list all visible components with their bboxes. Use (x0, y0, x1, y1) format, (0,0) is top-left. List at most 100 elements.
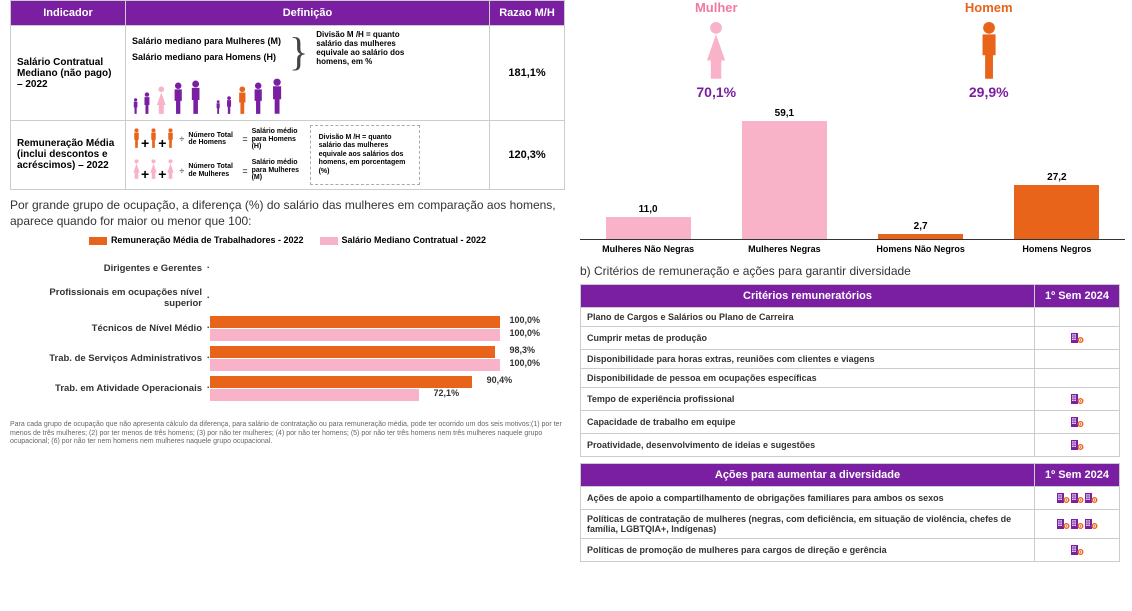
building-icon (1070, 491, 1084, 503)
crit-icons-cell (1035, 434, 1120, 457)
vbar-value: 59,1 (775, 108, 794, 119)
div-icons-cell (1035, 539, 1120, 562)
vbar-value: 27,2 (1047, 172, 1066, 183)
building-icon (1070, 331, 1084, 343)
building-icon (1070, 517, 1084, 529)
vbar-chart: 11,0 59,1 2,7 27,2 (580, 110, 1125, 240)
brace-icon: } (289, 30, 308, 74)
hbar-row: Trab. de Serviços Administrativos 98,3% … (10, 343, 565, 373)
ratio-value: 120,3% (490, 121, 565, 190)
section-b-heading: b) Critérios de remuneração e ações para… (580, 264, 1125, 278)
table-row: Cumprir metas de produção (581, 327, 1120, 350)
crit-icons-cell (1035, 308, 1120, 327)
diversity-table: Ações para aumentar a diversidade 1º Sem… (580, 463, 1120, 562)
building-icon (1056, 517, 1070, 529)
mulher-pct: 70,1% (580, 84, 853, 100)
th-sem: 1º Sem 2024 (1035, 464, 1120, 487)
women-calc-row: + + ÷ Número Total de Mulheres = Salário… (132, 159, 302, 182)
men-total-label: Número Total de Homens (188, 132, 238, 147)
homem-title: Homem (853, 0, 1126, 15)
crit-icons-cell (1035, 369, 1120, 388)
ratio-box-text: Divisão M /H = quanto salário das mulher… (310, 125, 420, 185)
men-avg-label: Salário médio para Homens (H) (252, 128, 302, 151)
vbar: 59,1 (729, 108, 839, 239)
criteria-table: Critérios remuneratórios 1º Sem 2024 Pla… (580, 284, 1120, 457)
vbar-category: Homens Não Negros (866, 244, 976, 254)
table-row: Disponibilidade de pessoa em ocupações e… (581, 369, 1120, 388)
chart-legend: Remuneração Média de Trabalhadores - 202… (10, 235, 565, 245)
th-sem: 1º Sem 2024 (1035, 285, 1120, 308)
vbar: 11,0 (593, 204, 703, 239)
legend-a-label: Remuneração Média de Trabalhadores - 202… (111, 235, 304, 245)
hbar-row: Técnicos de Nível Médio 100,0% 100,0% (10, 313, 565, 343)
table-row: Plano de Cargos e Salários ou Plano de C… (581, 308, 1120, 327)
hbar-label: Trab. em Atividade Operacionais (10, 383, 210, 394)
crit-icons-cell (1035, 388, 1120, 411)
vbar: 27,2 (1002, 172, 1112, 239)
women-avg-label: Salário médio para Mulheres (M) (252, 159, 302, 182)
crit-icons-cell (1035, 411, 1120, 434)
hbar-row: Profissionais em ocupações nível superio… (10, 283, 565, 313)
th-razao: Razao M/H (490, 1, 565, 26)
table-row: Políticas de contratação de mulheres (ne… (581, 510, 1120, 539)
table-row: Proatividade, desenvolvimento de ideias … (581, 434, 1120, 457)
hbar-label: Profissionais em ocupações nível superio… (10, 287, 210, 309)
building-icon (1070, 438, 1084, 450)
table-row: Tempo de experiência profissional (581, 388, 1120, 411)
vbar-value: 11,0 (639, 204, 658, 215)
building-icon (1070, 392, 1084, 404)
th-definicao: Definição (126, 1, 490, 26)
def-eq-text: Divisão M /H = quanto salário das mulher… (316, 30, 426, 66)
table-row: Políticas de promoção de mulheres para c… (581, 539, 1120, 562)
building-icon (1084, 491, 1098, 503)
woman-icon (580, 21, 853, 82)
hbar-label: Trab. de Serviços Administrativos (10, 353, 210, 364)
div-text: Ações de apoio a compartilhamento de obr… (581, 487, 1035, 510)
vbar-category: Homens Negros (1002, 244, 1112, 254)
crit-text: Tempo de experiência profissional (581, 388, 1035, 411)
def-men-text: Salário mediano para Homens (H) (132, 52, 281, 62)
th-indicador: Indicador (11, 1, 126, 26)
table-row: Capacidade de trabalho em equipe (581, 411, 1120, 434)
indicator-def: + + ÷ Número Total de Homens = Salário m… (126, 121, 490, 190)
crit-text: Cumprir metas de produção (581, 327, 1035, 350)
building-icon (1084, 517, 1098, 529)
women-total-label: Número Total de Mulheres (188, 163, 238, 178)
vbar-value: 2,7 (914, 221, 928, 232)
table-row: Ações de apoio a compartilhamento de obr… (581, 487, 1120, 510)
hbar-chart: Dirigentes e Gerentes Profissionais em o… (10, 253, 565, 403)
hbar-row: Trab. em Atividade Operacionais 90,4% 72… (10, 373, 565, 403)
caption-text: Por grande grupo de ocupação, a diferenç… (10, 198, 565, 229)
hbar-row: Dirigentes e Gerentes (10, 253, 565, 283)
def-women-text: Salário mediano para Mulheres (M) (132, 36, 281, 46)
men-calc-row: + + ÷ Número Total de Homens = Salário m… (132, 128, 302, 151)
div-text: Políticas de contratação de mulheres (ne… (581, 510, 1035, 539)
div-icons-cell (1035, 510, 1120, 539)
th-crit: Critérios remuneratórios (581, 285, 1035, 308)
homem-pct: 29,9% (853, 84, 1126, 100)
vbar-categories: Mulheres Não Negras Mulheres Negras Homens… (580, 240, 1125, 254)
crit-text: Disponibilidade para horas extras, reuni… (581, 350, 1035, 369)
vbar-category: Mulheres Negras (729, 244, 839, 254)
vbar-category: Mulheres Não Negras (593, 244, 703, 254)
div-icons-cell (1035, 487, 1120, 510)
indicator-table: Indicador Definição Razao M/H Salário Co… (10, 0, 565, 190)
table-row: Disponibilidade para horas extras, reuni… (581, 350, 1120, 369)
mulher-title: Mulher (580, 0, 853, 15)
building-icon (1056, 491, 1070, 503)
indicator-def: Salário mediano para Mulheres (M) Salári… (126, 26, 490, 121)
crit-text: Proatividade, desenvolvimento de ideias … (581, 434, 1035, 457)
indicator-name: Remuneração Média (inclui descontos e ac… (11, 121, 126, 190)
man-icon (853, 21, 1126, 82)
hbar-label: Técnicos de Nível Médio (10, 323, 210, 334)
building-icon (1070, 415, 1084, 427)
hbar-label: Dirigentes e Gerentes (10, 263, 210, 274)
crit-text: Plano de Cargos e Salários ou Plano de C… (581, 308, 1035, 327)
legend-b-label: Salário Mediano Contratual - 2022 (342, 235, 487, 245)
vbar: 2,7 (866, 221, 976, 239)
gender-header: Mulher 70,1% Homem 29,9% (580, 0, 1125, 100)
crit-text: Capacidade de trabalho em equipe (581, 411, 1035, 434)
div-text: Políticas de promoção de mulheres para c… (581, 539, 1035, 562)
ratio-value: 181,1% (490, 26, 565, 121)
crit-text: Disponibilidade de pessoa em ocupações e… (581, 369, 1035, 388)
